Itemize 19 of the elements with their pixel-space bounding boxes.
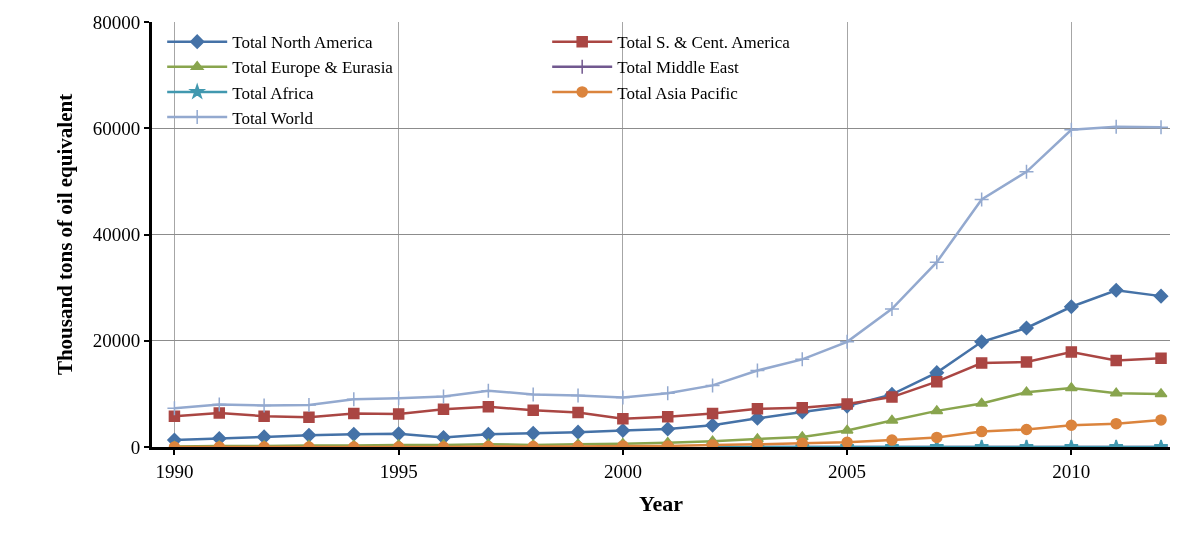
y-tick-label: 20000	[92, 330, 141, 352]
legend-label: Total Europe & Eurasia	[232, 58, 394, 78]
x-tick-label: 2000	[603, 460, 642, 482]
legend-label: Total Asia Pacific	[617, 83, 739, 103]
legend-label: Total Middle East	[617, 58, 740, 78]
y-tick-label: 0	[130, 436, 141, 458]
y-tick-label: 80000	[92, 11, 141, 33]
x-axis-title: Year	[639, 490, 684, 516]
x-tick-label: 2005	[828, 460, 867, 482]
y-tick-label: 40000	[92, 224, 141, 246]
x-tick-label: 2010	[1052, 460, 1091, 482]
y-axis-title: Thousand tons of oil equivalent	[52, 93, 77, 376]
legend-label: Total S. & Cent. America	[617, 33, 791, 53]
x-tick-label: 1990	[155, 460, 194, 482]
legend-label: Total World	[232, 108, 314, 128]
legend-label: Total Africa	[232, 83, 315, 103]
y-tick-label: 60000	[92, 117, 141, 139]
x-tick-label: 1995	[379, 460, 418, 482]
legend-label: Total North America	[232, 33, 374, 53]
